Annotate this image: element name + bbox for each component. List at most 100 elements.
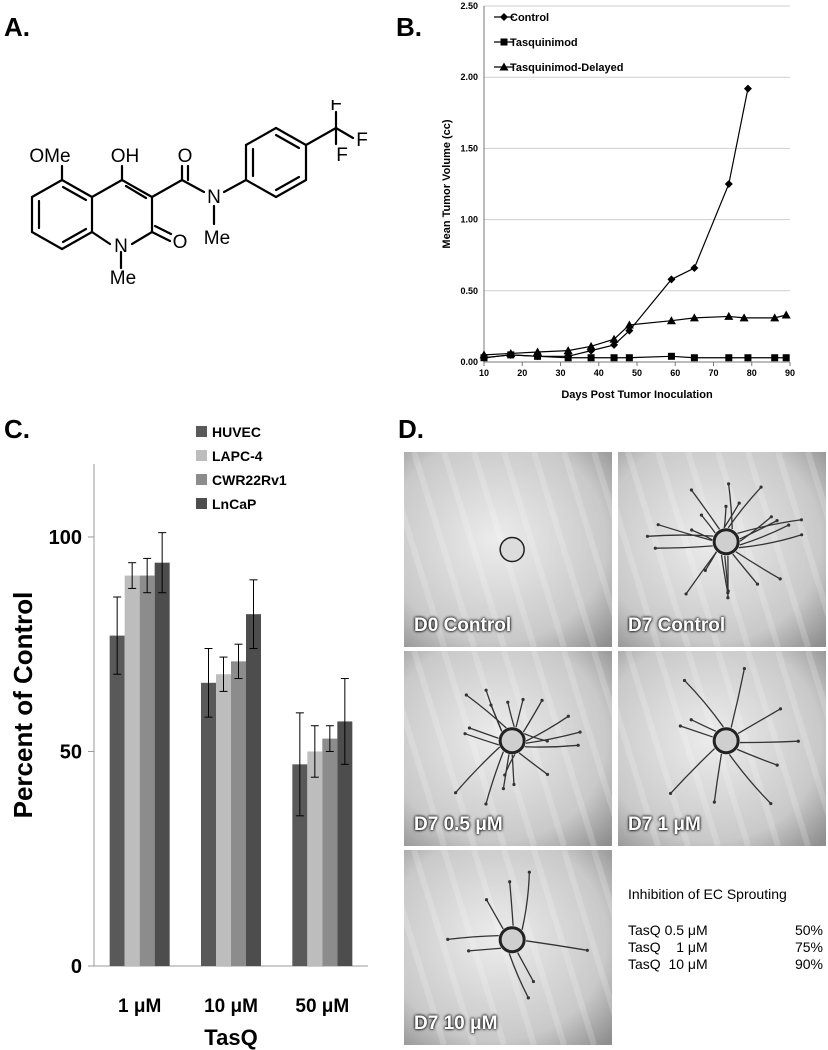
- sprout: [730, 668, 746, 728]
- bar: [292, 764, 308, 966]
- x-tick-label: 80: [747, 368, 757, 378]
- x-axis-label: TasQ: [204, 1025, 257, 1050]
- sprout-tip: [527, 870, 531, 874]
- sprout: [724, 555, 729, 592]
- sprout-tip: [521, 697, 525, 702]
- sprout: [690, 489, 721, 530]
- sprout-tip: [668, 791, 673, 796]
- data-point: [782, 354, 790, 362]
- atom-ring-me: Me: [110, 268, 136, 289]
- sprout-tip: [769, 515, 773, 519]
- sprout-tip: [656, 523, 660, 527]
- data-point: [534, 352, 542, 360]
- micrograph-label: D0 Control: [414, 615, 512, 636]
- sprout-tip: [512, 782, 516, 787]
- sprout: [728, 753, 772, 805]
- sprout-tip: [653, 546, 657, 550]
- bar: [216, 674, 231, 966]
- sprout-tip: [727, 482, 731, 486]
- panel-b-label: B.: [396, 12, 422, 42]
- legend-swatch: [196, 498, 207, 509]
- sprout-tip: [645, 534, 650, 538]
- data-point: [724, 180, 733, 188]
- sprout-tip: [467, 949, 471, 953]
- sprout-tip: [526, 996, 530, 1000]
- x-tick-label: 70: [708, 368, 718, 378]
- data-point: [739, 313, 749, 322]
- data-point: [479, 350, 489, 359]
- sprout-tip: [778, 577, 782, 581]
- sprout: [738, 534, 802, 549]
- micrograph-label: D7 0.5 μM: [414, 814, 503, 835]
- x-tick-label: 10: [479, 368, 489, 378]
- sprout-tip: [689, 488, 694, 492]
- sprout: [657, 524, 713, 542]
- data-point: [587, 354, 595, 362]
- spheroid: [712, 727, 740, 755]
- sprout: [455, 746, 501, 794]
- x-tick-label: 40: [594, 368, 604, 378]
- data-point: [625, 354, 633, 362]
- sprout: [735, 551, 781, 580]
- sprout: [690, 719, 717, 732]
- sprout: [521, 872, 531, 930]
- legend-swatch: [196, 450, 207, 461]
- atom-f3: F: [336, 145, 348, 166]
- data-point: [666, 316, 676, 325]
- inhibition-row: TasQ 10 μM 90%: [628, 956, 823, 973]
- sprout: [511, 754, 515, 785]
- y-tick-label: 100: [49, 527, 82, 549]
- micrograph-label: D7 Control: [628, 615, 726, 636]
- bar: [307, 751, 323, 966]
- sprout: [485, 689, 503, 732]
- sprout: [464, 733, 499, 746]
- sprout-tip: [446, 937, 450, 941]
- legend-label: Control: [510, 12, 549, 24]
- legend-swatch: [196, 474, 207, 485]
- spheroid: [712, 528, 740, 556]
- sprout: [739, 524, 789, 546]
- sprout: [517, 952, 535, 982]
- atom-amide-me: Me: [204, 228, 230, 249]
- sprout-tip: [463, 732, 467, 736]
- data-point: [667, 352, 675, 360]
- sprout: [526, 940, 588, 951]
- inhibition-summary: Inhibition of EC Sprouting TasQ 0.5 μM 5…: [628, 886, 823, 973]
- legend-label: CWR22Rv1: [212, 472, 287, 488]
- bar: [246, 614, 261, 966]
- sprout-tip: [737, 501, 741, 505]
- data-point: [771, 354, 779, 362]
- sprout: [522, 700, 543, 733]
- legend-label: LnCaP: [212, 496, 256, 512]
- sprout-tip: [531, 979, 536, 984]
- sprout: [468, 947, 502, 952]
- bar: [109, 635, 125, 966]
- sprout: [739, 520, 778, 540]
- sprout: [737, 519, 802, 534]
- panel-a-label: A.: [4, 12, 30, 42]
- sprout-tip: [464, 693, 468, 697]
- y-tick-label: 50: [60, 741, 82, 763]
- y-tick-label: 0.00: [460, 357, 478, 367]
- sprout: [720, 554, 729, 593]
- y-tick-label: 1.00: [460, 215, 478, 225]
- sprout: [670, 748, 716, 794]
- sprout-tip: [689, 718, 693, 722]
- category-label: 10 μM: [204, 996, 258, 1017]
- sprout: [713, 753, 723, 803]
- inhibition-row-label: TasQ 0.5 μM: [628, 922, 708, 938]
- sprout: [737, 708, 781, 735]
- inhibition-title: Inhibition of EC Sprouting: [628, 886, 787, 902]
- sprout: [736, 748, 778, 766]
- bar: [201, 682, 216, 966]
- sprout-tip: [799, 518, 804, 522]
- sprout-tip: [726, 591, 730, 595]
- atom-amide-n: N: [207, 187, 221, 208]
- inhibition-row-value: 50%: [794, 922, 823, 938]
- series-line: [483, 354, 787, 359]
- data-point: [781, 310, 791, 319]
- data-point: [724, 311, 734, 320]
- sprout-tip: [453, 791, 458, 795]
- sprout: [525, 715, 569, 742]
- micrograph-d7-10um: D7 10 μM: [404, 850, 612, 1045]
